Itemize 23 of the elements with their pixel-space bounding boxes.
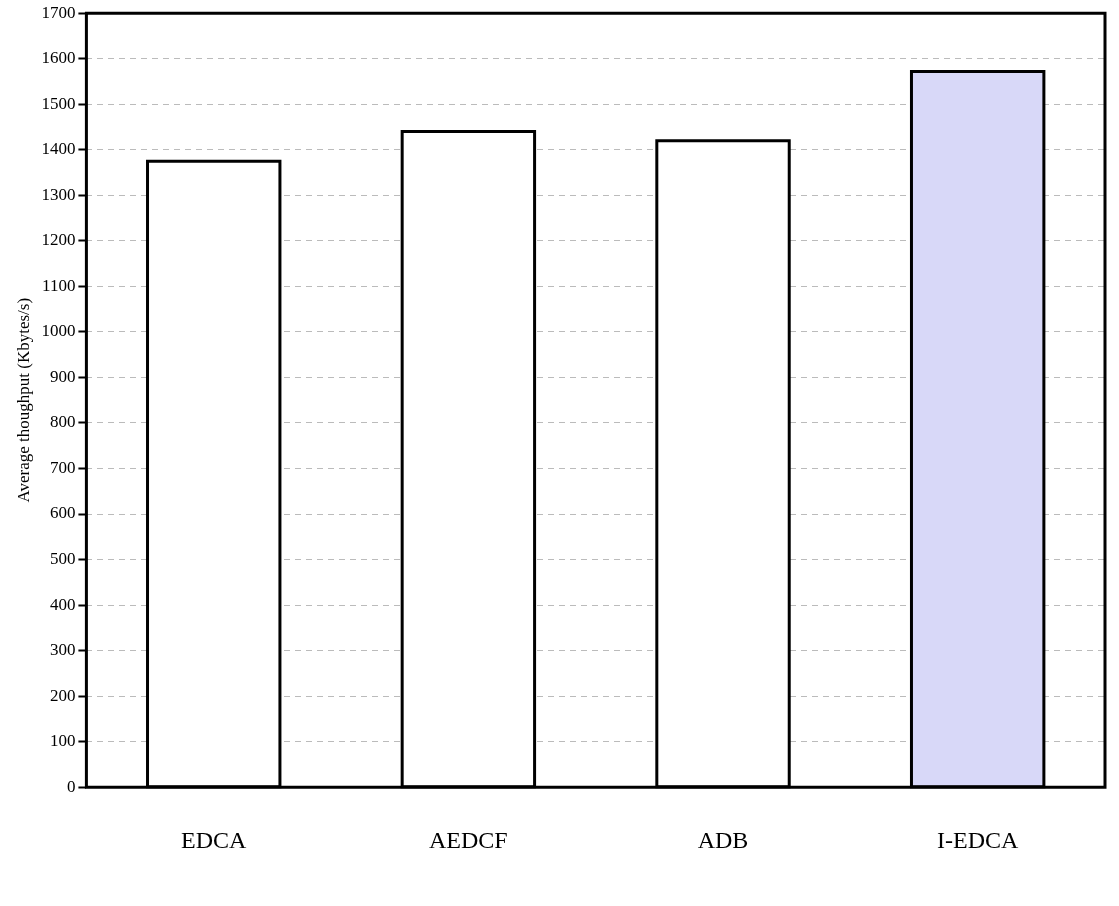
y-tick-label: 600 (49, 503, 76, 523)
x-tick-label: EDCA (181, 826, 248, 853)
y-tick-label: 500 (49, 549, 76, 569)
x-tick-label: ADB (697, 826, 749, 853)
y-tick-label: 100 (49, 731, 76, 751)
y-tick-label: 1200 (41, 230, 76, 250)
y-tick-label: 1400 (41, 139, 76, 159)
y-tick-label: 800 (49, 412, 76, 432)
y-tick-label: 300 (49, 640, 76, 660)
y-tick-label: 1700 (41, 2, 76, 22)
y-tick-label: 0 (66, 776, 76, 796)
x-tick-label: AEDCF (429, 826, 508, 853)
x-tick-label: I-EDCA (937, 826, 1019, 853)
y-tick-label: 1500 (41, 93, 76, 113)
y-tick-label: 1600 (41, 48, 76, 68)
y-tick-label: 400 (49, 594, 76, 614)
y-tick-label: 200 (49, 685, 76, 705)
y-tick-label: 1000 (41, 321, 76, 341)
y-axis-title: Average thoughput (Kbytes/s) (13, 297, 33, 503)
y-tick-label: 1300 (41, 184, 76, 204)
y-tick-label: 1100 (42, 275, 76, 295)
y-tick-label: 900 (49, 366, 76, 386)
y-tick-label: 700 (49, 457, 76, 477)
